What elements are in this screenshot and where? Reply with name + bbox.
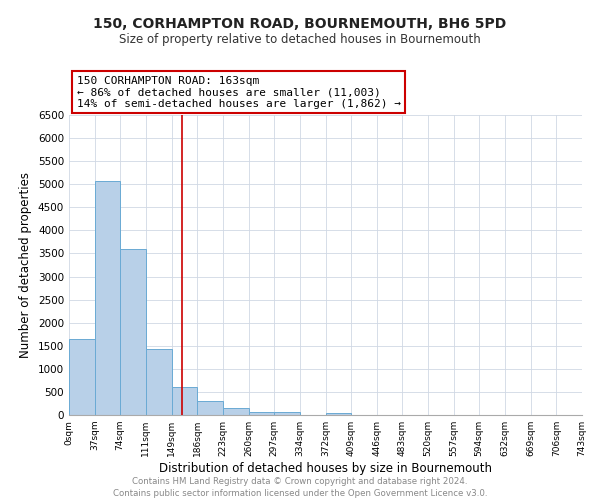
Bar bbox=[223, 408, 248, 415]
Bar bbox=[146, 349, 172, 415]
Text: 150 CORHAMPTON ROAD: 163sqm
← 86% of detached houses are smaller (11,003)
14% of: 150 CORHAMPTON ROAD: 163sqm ← 86% of det… bbox=[77, 76, 401, 109]
Text: 150, CORHAMPTON ROAD, BOURNEMOUTH, BH6 5PD: 150, CORHAMPTON ROAD, BOURNEMOUTH, BH6 5… bbox=[94, 18, 506, 32]
Bar bbox=[197, 401, 223, 415]
Bar bbox=[95, 180, 120, 415]
Y-axis label: Number of detached properties: Number of detached properties bbox=[19, 172, 32, 358]
Bar bbox=[274, 412, 299, 415]
Bar bbox=[120, 249, 146, 415]
Bar bbox=[326, 412, 352, 415]
Text: Contains HM Land Registry data © Crown copyright and database right 2024.: Contains HM Land Registry data © Crown c… bbox=[132, 478, 468, 486]
Bar bbox=[69, 339, 95, 415]
Bar bbox=[172, 386, 197, 415]
Bar bbox=[248, 412, 274, 415]
Text: Contains public sector information licensed under the Open Government Licence v3: Contains public sector information licen… bbox=[113, 489, 487, 498]
X-axis label: Distribution of detached houses by size in Bournemouth: Distribution of detached houses by size … bbox=[159, 462, 492, 475]
Text: Size of property relative to detached houses in Bournemouth: Size of property relative to detached ho… bbox=[119, 32, 481, 46]
